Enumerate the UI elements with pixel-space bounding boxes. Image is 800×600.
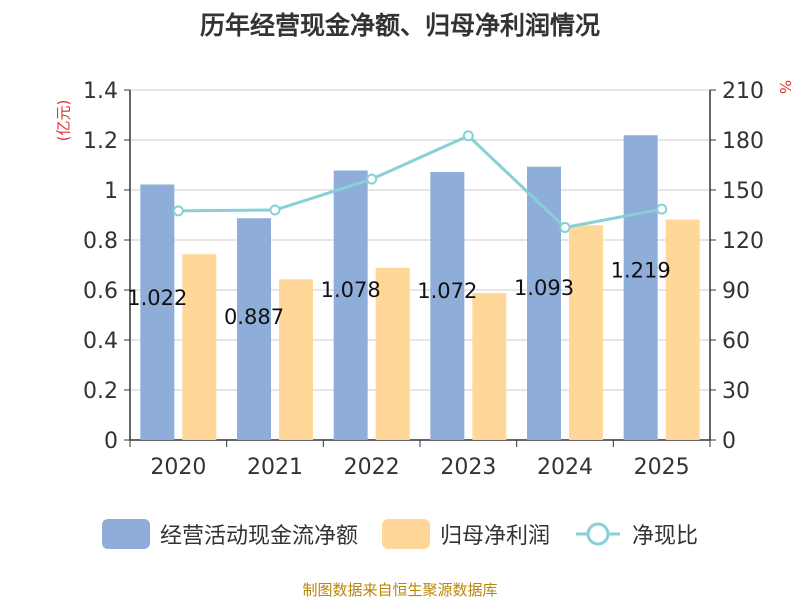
right-axis-tick-label: 0 xyxy=(722,429,736,454)
ratio-point xyxy=(269,204,281,216)
profit-swatch-icon xyxy=(381,519,430,549)
bar-profit xyxy=(569,225,603,440)
right-axis-tick-label: 150 xyxy=(722,179,764,204)
right-axis-tick-label: 210 xyxy=(722,79,764,104)
left-axis-tick-label: 0 xyxy=(104,429,118,454)
right-axis-tick-label: 90 xyxy=(722,279,750,304)
cash-data-label: 1.072 xyxy=(417,279,477,303)
legend: 经营活动现金流净额 归母净利润 净现比 xyxy=(0,518,800,550)
bar-cash xyxy=(140,184,175,440)
line-marker-icon xyxy=(576,522,620,546)
x-axis-tick-label: 2022 xyxy=(344,455,400,480)
x-axis-tick-label: 2020 xyxy=(150,455,206,480)
legend-label-ratio: 净现比 xyxy=(632,524,699,549)
ratio-point xyxy=(366,173,378,185)
ratio-line xyxy=(178,134,662,230)
cash-data-label: 1.219 xyxy=(611,258,671,282)
left-axis-tick-label: 0.2 xyxy=(83,379,118,404)
legend-item-cash[interactable]: 经营活动现金流净额 xyxy=(101,518,358,550)
right-axis-tick-label: 30 xyxy=(722,379,750,404)
source-note: 制图数据来自恒生聚源数据库 xyxy=(302,581,498,599)
left-axis-tick-label: 0.8 xyxy=(83,229,118,254)
bar-profit xyxy=(472,293,507,440)
cash-data-label: 1.022 xyxy=(127,286,187,310)
ratio-point xyxy=(656,203,668,215)
ratio-point xyxy=(172,205,184,217)
left-axis-tick-label: 1.4 xyxy=(83,79,118,104)
bar-cash xyxy=(623,135,658,440)
bar-cash xyxy=(237,218,271,440)
left-axis-tick-label: 1 xyxy=(104,179,118,204)
legend-label-cash: 经营活动现金流净额 xyxy=(159,524,358,549)
bar-profit xyxy=(182,254,217,440)
bar-cash xyxy=(430,172,465,440)
right-axis-tick-label: 180 xyxy=(722,129,764,154)
right-axis-tick-label: 60 xyxy=(722,329,750,354)
legend-item-ratio[interactable]: 净现比 xyxy=(574,518,698,550)
x-axis-tick-label: 2023 xyxy=(440,455,496,480)
cash-data-label: 1.078 xyxy=(321,278,381,302)
cash-data-label: 1.093 xyxy=(514,276,574,300)
x-axis-tick-label: 2024 xyxy=(537,455,593,480)
left-axis-tick-label: 0.4 xyxy=(83,329,118,354)
x-axis-tick-label: 2021 xyxy=(247,455,303,480)
ratio-point xyxy=(462,130,474,142)
bar-cash xyxy=(527,166,561,440)
bar-profit xyxy=(375,267,410,440)
cash-swatch-icon xyxy=(101,519,150,549)
left-axis-tick-label: 1.2 xyxy=(83,129,118,154)
chart-title: 历年经营现金净额、归母净利润情况 xyxy=(199,11,600,40)
right-axis-tick-label: 120 xyxy=(722,229,764,254)
bar-profit xyxy=(665,219,700,440)
bar-profit xyxy=(279,279,313,440)
legend-label-profit: 归母净利润 xyxy=(439,524,550,549)
cash-data-label: 0.887 xyxy=(224,305,284,329)
legend-item-profit[interactable]: 归母净利润 xyxy=(381,518,550,550)
bar-cash xyxy=(333,170,368,440)
ratio-point xyxy=(559,222,571,233)
x-axis-tick-label: 2025 xyxy=(634,455,690,480)
left-axis-tick-label: 0.6 xyxy=(83,279,118,304)
